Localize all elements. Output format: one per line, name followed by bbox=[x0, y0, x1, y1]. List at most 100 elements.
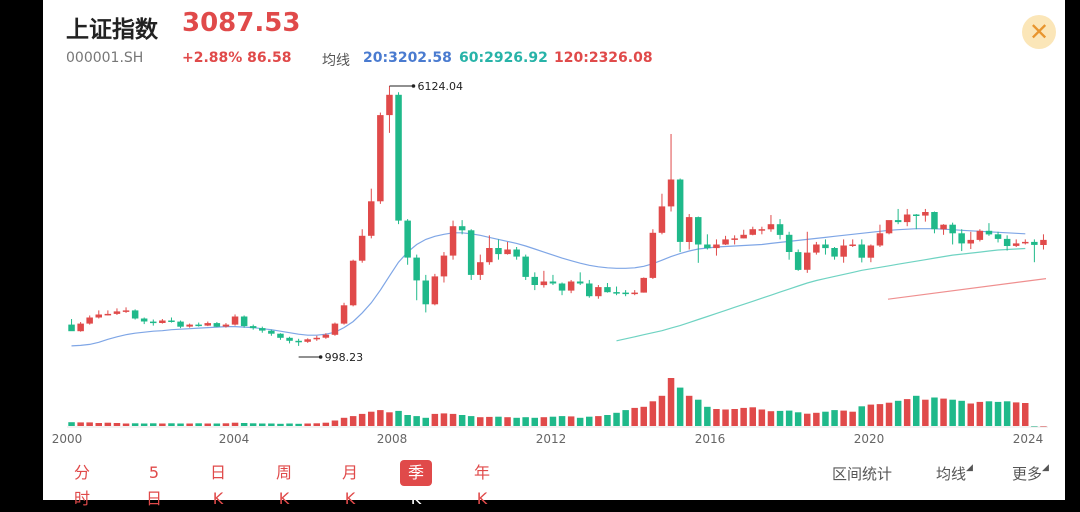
candle-body bbox=[168, 320, 175, 322]
volume-bar bbox=[622, 410, 629, 426]
candle-body bbox=[595, 287, 602, 297]
high-label: 6124.04 bbox=[417, 80, 463, 93]
candle-body bbox=[994, 234, 1002, 239]
candle-body bbox=[68, 324, 75, 332]
candle-body bbox=[785, 234, 793, 252]
candle-body bbox=[358, 235, 366, 261]
panel bbox=[43, 0, 1065, 500]
candle-body bbox=[631, 292, 638, 295]
dropdown-corner-icon: ◢ bbox=[1042, 463, 1049, 473]
volume-bar bbox=[967, 403, 974, 426]
volume-bar bbox=[722, 409, 729, 426]
volume-bar bbox=[595, 416, 602, 426]
candle-body bbox=[1040, 239, 1047, 245]
volume-bar bbox=[295, 423, 302, 426]
high-marker-dot bbox=[411, 84, 416, 88]
volume-bar bbox=[740, 407, 747, 426]
candle-body bbox=[86, 317, 93, 324]
ma20-value: 20:3202.58 bbox=[363, 50, 452, 66]
volume-bar bbox=[985, 401, 993, 426]
volume-bar bbox=[122, 423, 130, 426]
low-label: 998.23 bbox=[325, 351, 364, 364]
x-tick-label: 2008 bbox=[377, 432, 408, 446]
volume-bar bbox=[204, 423, 211, 426]
volume-bar bbox=[404, 415, 411, 426]
low-marker-dot bbox=[318, 355, 323, 359]
more-button[interactable]: 更多◢ bbox=[1012, 463, 1049, 484]
candle-body bbox=[340, 305, 348, 324]
volume-bar bbox=[822, 411, 829, 426]
candle-body bbox=[903, 214, 911, 223]
volume-bar bbox=[767, 411, 775, 426]
candle-body bbox=[1022, 241, 1029, 244]
volume-bar bbox=[695, 399, 702, 426]
candle-body bbox=[576, 281, 584, 284]
tab-2[interactable]: 日K bbox=[210, 463, 227, 508]
volume-bar bbox=[331, 420, 339, 426]
volume-bar bbox=[68, 422, 75, 426]
tab-1[interactable]: 5日 bbox=[146, 463, 163, 508]
candle-body bbox=[604, 287, 611, 293]
candle-body bbox=[722, 239, 729, 245]
candle-body bbox=[767, 224, 775, 230]
x-tick-label: 2016 bbox=[695, 432, 726, 446]
tab-3[interactable]: 周K bbox=[276, 463, 293, 508]
volume-bar bbox=[213, 423, 221, 426]
candle-body bbox=[467, 230, 475, 275]
volume-bar bbox=[922, 399, 929, 426]
tab-6[interactable]: 年K bbox=[474, 463, 491, 508]
candle-body bbox=[794, 252, 802, 270]
candle-body bbox=[976, 230, 984, 240]
volume-bar bbox=[431, 413, 439, 426]
volume-bar bbox=[377, 410, 384, 426]
candle-body bbox=[95, 314, 102, 318]
volume-bar bbox=[994, 401, 1002, 426]
volume-bar bbox=[804, 413, 811, 426]
dropdown-corner-icon: ◢ bbox=[966, 463, 973, 473]
candle-body bbox=[504, 249, 511, 255]
candle-body bbox=[231, 316, 239, 325]
ma-button[interactable]: 均线◢ bbox=[936, 463, 973, 484]
volume-bar bbox=[531, 417, 538, 426]
close-button[interactable]: ✕ bbox=[1022, 15, 1056, 49]
candle-body bbox=[259, 328, 266, 331]
volume-bar bbox=[395, 410, 402, 426]
volume-bar bbox=[831, 410, 838, 426]
volume-bar bbox=[486, 416, 493, 426]
candle-body bbox=[567, 281, 575, 291]
volume-bar bbox=[586, 416, 593, 426]
volume-bar bbox=[849, 411, 856, 426]
candle-body bbox=[177, 321, 184, 327]
candle-body bbox=[813, 244, 820, 253]
volume-bar bbox=[322, 422, 330, 426]
candle-body bbox=[858, 244, 865, 258]
candle-body bbox=[495, 248, 502, 255]
range-stats-button[interactable]: 区间统计 bbox=[832, 465, 893, 483]
volume-bar bbox=[631, 407, 638, 426]
volume-bar bbox=[676, 387, 684, 426]
candle-body bbox=[804, 252, 811, 270]
candle-body bbox=[676, 179, 684, 242]
close-icon: ✕ bbox=[1028, 18, 1050, 46]
kline-chart[interactable]: 2000 2004 2008 2012 2016 2020 2024 6124.04 998.2… bbox=[0, 0, 1080, 500]
volume-bar bbox=[368, 411, 375, 426]
candle-body bbox=[240, 316, 248, 327]
candle-body bbox=[104, 313, 112, 316]
candle-body bbox=[549, 281, 557, 284]
more-button-label: 更多 bbox=[1012, 465, 1043, 483]
volume-bar bbox=[286, 423, 293, 426]
candle-body bbox=[704, 244, 711, 249]
tab-4[interactable]: 月K bbox=[342, 463, 359, 508]
volume-bar bbox=[876, 404, 884, 426]
candle-body bbox=[867, 245, 875, 258]
volume-bar bbox=[785, 410, 793, 426]
volume-bar bbox=[150, 423, 157, 426]
volume-bar bbox=[413, 416, 420, 426]
tab-0[interactable]: 分时 bbox=[74, 463, 91, 508]
candle-body bbox=[695, 217, 702, 245]
candle-body bbox=[204, 323, 211, 326]
volume-bar bbox=[894, 400, 902, 426]
volume-bar bbox=[604, 415, 611, 426]
tab-5[interactable]: 季K bbox=[400, 460, 433, 508]
